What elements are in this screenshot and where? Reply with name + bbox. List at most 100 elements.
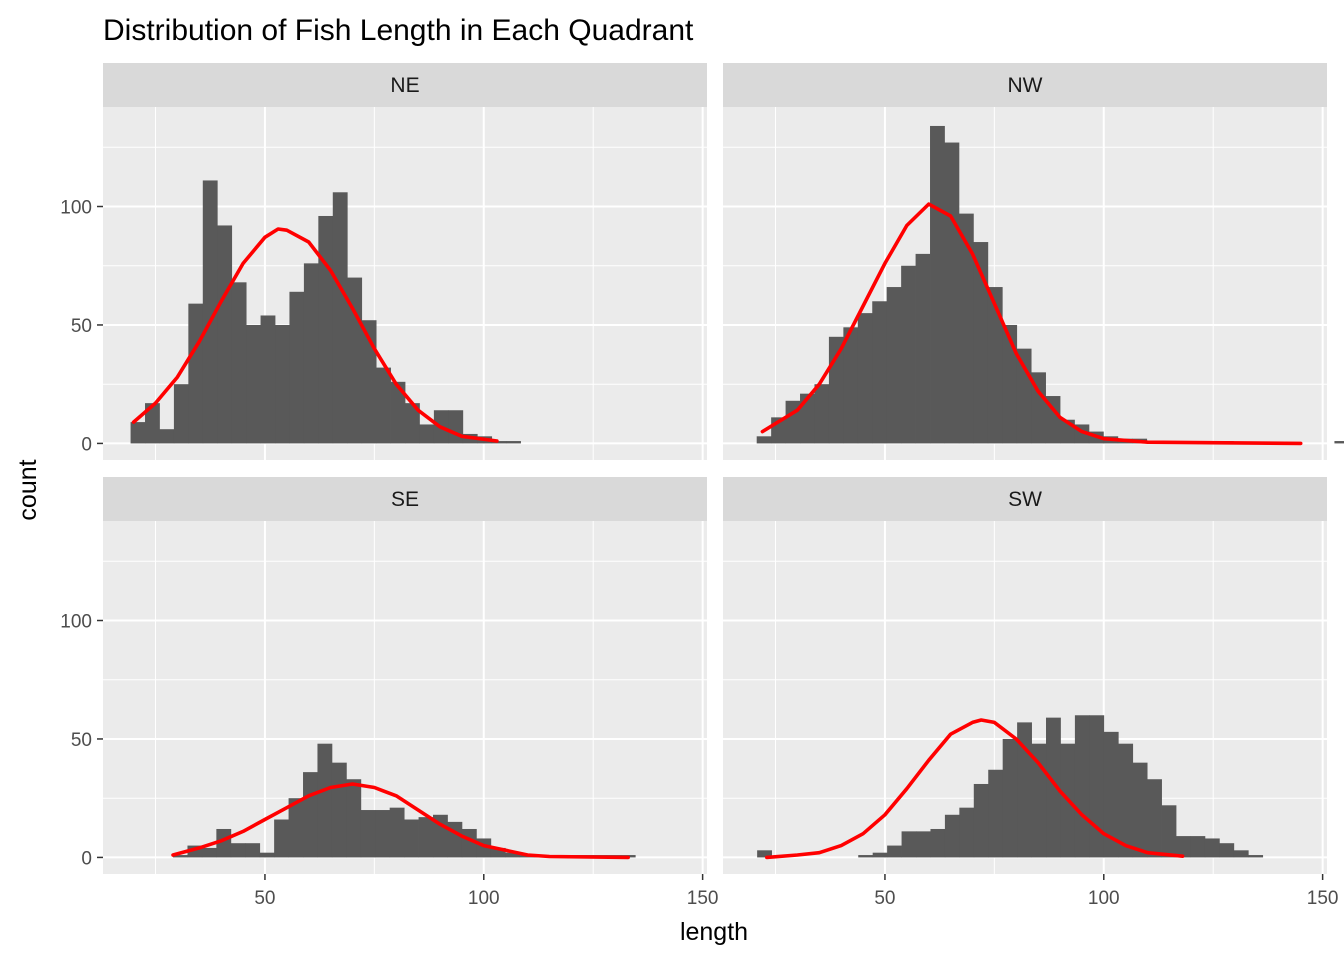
histogram-bar: [448, 410, 464, 444]
histogram-bar: [1204, 838, 1220, 858]
y-tick-label: 50: [71, 316, 92, 337]
histogram-bar: [490, 847, 506, 858]
histogram-bar: [916, 831, 931, 858]
histogram-bar: [361, 320, 377, 444]
histogram-bar: [1016, 348, 1032, 444]
histogram-bar: [303, 772, 318, 858]
histogram-bar: [1176, 836, 1191, 858]
histogram-bar: [506, 441, 521, 444]
histogram-bar: [216, 828, 232, 858]
histogram-bar: [259, 852, 275, 858]
normal-fit-curve: [131, 227, 499, 443]
histogram-bar: [1089, 715, 1105, 858]
facet-strip: [723, 477, 1327, 521]
histogram-bar: [275, 324, 290, 444]
x-axis-title: length: [680, 918, 748, 946]
histogram-bar: [201, 847, 217, 858]
facet-panel-se: SE 0 50 100 50 100 150: [60, 477, 718, 909]
facet-panel-sw: SW 50 100 150: [723, 477, 1338, 909]
histogram-bar: [1334, 441, 1344, 444]
histogram-bar: [289, 291, 305, 444]
facet-panel-ne: NE 0 50 100: [60, 63, 707, 460]
histogram-bar: [1161, 805, 1177, 858]
histogram-bar: [418, 817, 434, 858]
histogram-bar: [1219, 843, 1235, 858]
histogram-bar: [872, 852, 888, 858]
histogram-bar: [1045, 396, 1061, 444]
histogram-bar: [332, 192, 348, 444]
histogram-bar: [217, 225, 233, 444]
histogram-bar: [346, 779, 362, 858]
histogram-bar: [447, 821, 463, 858]
histogram-bar: [188, 303, 204, 444]
histogram-bar: [1118, 743, 1134, 858]
histogram-bar: [491, 441, 507, 444]
histogram-bar: [317, 743, 333, 858]
histogram-bar: [260, 315, 276, 444]
histogram-bar: [1031, 372, 1046, 444]
histogram-bar: [389, 807, 405, 858]
histogram-bar: [360, 810, 376, 858]
histogram-bar: [944, 142, 960, 444]
histogram-bar: [245, 843, 261, 858]
y-tick-label: 100: [60, 612, 92, 633]
x-tick-label: 150: [1307, 888, 1339, 909]
histogram-bar: [987, 287, 1003, 444]
histogram-bar: [858, 855, 874, 858]
histogram-bar: [230, 843, 246, 858]
histogram-bar: [1233, 850, 1249, 858]
y-tick-label: 0: [81, 848, 92, 869]
histogram-bar: [390, 381, 406, 444]
histogram-bar: [886, 287, 902, 444]
y-axis-title: count: [14, 459, 42, 520]
histogram-bar: [246, 324, 261, 444]
histogram-bar: [274, 819, 289, 858]
y-tick-label: 100: [60, 198, 92, 219]
histogram-bar: [901, 831, 917, 858]
histogram-bar: [145, 403, 160, 444]
histogram-bar: [202, 180, 218, 444]
histogram-bar: [1002, 738, 1018, 858]
facet-strip: [103, 63, 707, 107]
histogram-bar: [1046, 717, 1061, 858]
x-tick-label: 100: [468, 888, 500, 909]
chart-title: Distribution of Fish Length in Each Quad…: [103, 14, 694, 47]
facet-strip-label: NE: [390, 74, 419, 97]
histogram-bar: [187, 845, 203, 858]
normal-fit-curve: [765, 718, 1185, 860]
histogram-bar: [843, 327, 859, 444]
histogram-bar: [159, 429, 175, 444]
y-tick-label: 50: [71, 730, 92, 751]
histogram-bar: [944, 814, 960, 858]
facet-strip: [103, 477, 707, 521]
histogram-bar: [800, 393, 815, 444]
histogram-bar: [1031, 743, 1047, 858]
histogram-bar: [505, 852, 521, 858]
histogram-bar: [303, 263, 319, 444]
histogram-bar: [757, 850, 772, 858]
histogram-bar: [958, 213, 974, 444]
panel-background: [103, 521, 707, 874]
normal-fit-curve: [760, 202, 1303, 446]
histogram-bar: [419, 424, 435, 444]
histogram-bar: [857, 313, 873, 444]
histogram-bar: [173, 855, 188, 858]
histogram-bar: [959, 807, 975, 858]
histogram-bar: [930, 125, 945, 444]
histogram-bar: [130, 422, 146, 444]
histogram-bar: [887, 845, 902, 858]
histogram-bar: [973, 242, 989, 444]
histogram-bar: [375, 810, 391, 858]
histogram-bar: [331, 762, 347, 858]
histogram-bar: [756, 436, 772, 444]
facet-strip-label: SE: [391, 488, 419, 511]
histogram-bar: [1017, 722, 1032, 858]
histogram-bar: [828, 336, 844, 444]
histogram-bar: [318, 215, 334, 444]
x-tick-label: 150: [687, 888, 719, 909]
facet-strip-label: SW: [1008, 488, 1042, 511]
histogram-bar: [814, 384, 830, 444]
y-tick-label: 0: [81, 434, 92, 455]
